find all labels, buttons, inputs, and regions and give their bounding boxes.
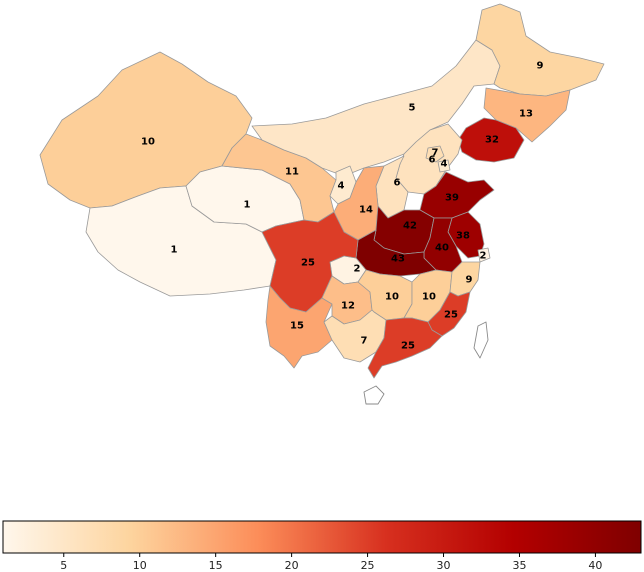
colorbar-tick-label: 35 xyxy=(512,559,526,572)
region-jilin[interactable] xyxy=(483,87,571,143)
value-label-anhui: 40 xyxy=(435,243,449,254)
colorbar-tick-label: 30 xyxy=(437,559,451,572)
region-guangdong[interactable] xyxy=(367,317,443,379)
value-label-henan: 42 xyxy=(403,221,417,232)
value-label-tianjin: 4 xyxy=(441,159,448,170)
colorbar-gradient xyxy=(2,520,642,554)
region-yunnan[interactable] xyxy=(265,285,333,369)
value-label-xinjiang: 10 xyxy=(141,137,155,148)
colorbar-tick-label: 5 xyxy=(60,559,67,572)
region-inner-mongolia[interactable] xyxy=(251,39,501,177)
value-label-beijing: 7 xyxy=(432,148,439,159)
region-tianjin[interactable] xyxy=(437,159,451,173)
value-label-tibet: 1 xyxy=(171,245,178,256)
value-label-inner-mongolia: 5 xyxy=(409,103,416,114)
value-label-jiangxi: 10 xyxy=(422,292,436,303)
value-label-shaanxi: 14 xyxy=(359,205,373,216)
region-heilongjiang[interactable] xyxy=(475,3,605,97)
value-label-chongqing: 2 xyxy=(354,264,361,275)
colorbar: 5 10 15 20 25 30 35 40 xyxy=(2,520,642,572)
value-label-ningxia: 4 xyxy=(338,181,345,192)
value-label-jilin: 13 xyxy=(519,109,533,120)
value-label-qinghai: 1 xyxy=(244,200,251,211)
region-beijing[interactable] xyxy=(425,145,445,163)
value-label-heilongjiang: 9 xyxy=(537,61,544,72)
region-taiwan[interactable] xyxy=(473,321,489,359)
value-label-guangdong: 25 xyxy=(401,341,415,352)
value-label-yunnan: 15 xyxy=(290,321,304,332)
china-province-map: 10 1 1 11 5 9 13 32 7 6 4 6 4 14 39 42 3… xyxy=(39,3,605,405)
value-label-guangxi: 7 xyxy=(361,336,368,347)
value-label-hunan: 10 xyxy=(385,292,399,303)
value-label-jiangsu: 38 xyxy=(456,231,470,242)
value-label-shandong: 39 xyxy=(445,193,459,204)
value-label-zhejiang: 9 xyxy=(466,275,473,286)
value-label-gansu: 11 xyxy=(285,167,299,178)
value-label-hubei: 43 xyxy=(391,254,405,265)
region-guangxi[interactable] xyxy=(323,309,387,363)
region-liaoning[interactable] xyxy=(457,117,525,163)
colorbar-tick-label: 25 xyxy=(361,559,375,572)
value-label-shanxi: 6 xyxy=(394,178,401,189)
colorbar-ticks: 5 10 15 20 25 30 35 40 xyxy=(60,553,602,572)
value-label-fujian: 25 xyxy=(444,310,458,321)
colorbar-tick-label: 15 xyxy=(209,559,223,572)
region-hainan[interactable] xyxy=(363,385,385,405)
colorbar-tick-label: 20 xyxy=(285,559,299,572)
value-label-liaoning: 32 xyxy=(485,135,499,146)
colorbar-tick-label: 40 xyxy=(588,559,602,572)
region-shanghai[interactable] xyxy=(477,247,491,263)
colorbar-tick-label: 10 xyxy=(133,559,147,572)
value-label-sichuan: 25 xyxy=(301,258,315,269)
value-label-hebei: 6 xyxy=(429,155,436,166)
value-label-shanghai: 2 xyxy=(480,251,487,262)
value-label-guizhou: 12 xyxy=(341,301,355,312)
